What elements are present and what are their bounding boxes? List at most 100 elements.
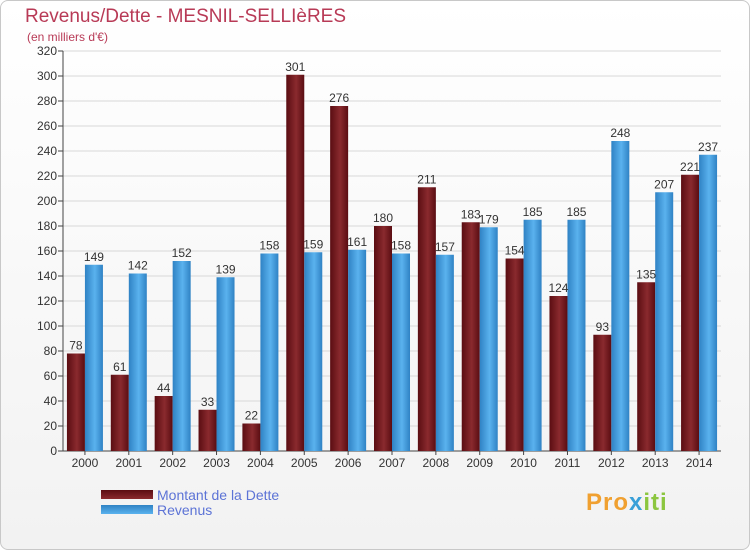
legend-item-revenus: Revenus <box>101 501 279 518</box>
chart-subtitle: (en milliers d'€) <box>27 30 108 44</box>
data-label-dette: 135 <box>636 267 656 281</box>
bar-revenus <box>655 192 674 451</box>
logo-text-part1: Pro <box>586 489 630 516</box>
bar-revenus <box>128 273 147 451</box>
bar-revenus <box>172 261 191 451</box>
bar-dette <box>593 334 612 451</box>
data-label-dette: 93 <box>596 320 610 334</box>
x-tick-label: 2007 <box>379 456 406 470</box>
data-label-dette: 183 <box>461 207 481 221</box>
legend-swatch-dette <box>101 490 153 499</box>
data-label-revenus: 207 <box>654 177 674 191</box>
bar-dette <box>110 374 129 451</box>
y-tick-label: 280 <box>37 94 57 108</box>
data-label-revenus: 158 <box>391 239 411 253</box>
bar-dette <box>66 353 85 451</box>
data-labels: 78 149 61 142 44 152 33 139 22 158 301 159 276 161 180… <box>69 60 718 423</box>
legend-item-dette: Montant de la Dette <box>101 487 279 503</box>
y-tick-label: 0 <box>50 444 57 458</box>
data-label-revenus: 158 <box>259 239 279 253</box>
x-tick-label: 2003 <box>203 456 230 470</box>
bar-dette <box>286 74 305 451</box>
bar-dette <box>198 409 217 451</box>
x-tick-label: 2013 <box>642 456 669 470</box>
data-label-revenus: 179 <box>479 212 499 226</box>
data-label-dette: 301 <box>285 60 305 74</box>
x-tick-label: 2008 <box>423 456 450 470</box>
bar-dette <box>417 187 436 451</box>
data-label-dette: 180 <box>373 211 393 225</box>
y-tick-label: 180 <box>37 219 57 233</box>
y-tick-label: 60 <box>44 369 58 383</box>
data-label-dette: 211 <box>417 172 436 186</box>
data-label-dette: 221 <box>680 160 700 174</box>
bar-dette <box>637 282 656 451</box>
data-label-revenus: 185 <box>523 205 543 219</box>
data-label-dette: 44 <box>157 381 171 395</box>
data-label-dette: 154 <box>505 244 525 258</box>
x-tick-label: 2004 <box>247 456 274 470</box>
data-label-revenus: 237 <box>698 140 718 154</box>
x-tick-label: 2006 <box>335 456 362 470</box>
data-label-dette: 22 <box>245 409 259 423</box>
y-tick-label: 80 <box>44 344 58 358</box>
x-tick-label: 2000 <box>72 456 99 470</box>
y-tick-label: 240 <box>37 144 57 158</box>
bar-revenus <box>348 249 367 451</box>
data-label-revenus: 161 <box>347 235 367 249</box>
data-label-dette: 33 <box>201 395 215 409</box>
data-label-revenus: 159 <box>303 237 323 251</box>
bar-dette <box>681 174 700 451</box>
bar-dette <box>461 222 480 451</box>
data-label-dette: 124 <box>548 281 568 295</box>
logo-text-part2: x <box>629 489 644 516</box>
data-label-revenus: 248 <box>610 126 630 140</box>
y-tick-label: 160 <box>37 244 57 258</box>
data-label-revenus: 185 <box>566 205 586 219</box>
y-tick-label: 100 <box>37 319 57 333</box>
bar-revenus <box>216 277 235 451</box>
bar-revenus <box>479 227 498 451</box>
y-tick-label: 40 <box>44 394 58 408</box>
data-label-revenus: 157 <box>435 240 455 254</box>
x-tick-label: 2002 <box>159 456 186 470</box>
bars <box>66 74 718 451</box>
y-tick-label: 120 <box>37 294 57 308</box>
bar-dette <box>374 226 392 451</box>
axes: 0 20 40 60 80 100 120 140 160 180 200 220 240 260 280 3… <box>37 44 721 470</box>
bar-revenus <box>392 253 410 451</box>
chart-title: Revenus/Dette - MESNIL-SELLIèRES <box>25 6 347 27</box>
bar-dette <box>549 296 568 451</box>
data-label-revenus: 142 <box>128 259 148 273</box>
logo-text-part3: iti <box>643 489 668 516</box>
y-tick-label: 300 <box>37 69 57 83</box>
bar-revenus <box>699 154 718 451</box>
bar-revenus <box>84 264 103 451</box>
x-tick-label: 2014 <box>686 456 713 470</box>
data-label-dette: 276 <box>329 91 349 105</box>
x-tick-label: 2009 <box>466 456 493 470</box>
bar-revenus <box>567 219 586 451</box>
bar-revenus <box>260 253 279 451</box>
bar-revenus <box>304 252 323 451</box>
y-tick-label: 220 <box>37 169 57 183</box>
data-label-dette: 78 <box>69 339 83 353</box>
bar-revenus <box>611 141 630 451</box>
y-tick-label: 260 <box>37 119 57 133</box>
legend-label-revenus: Revenus <box>157 501 213 518</box>
bar-dette <box>154 396 173 451</box>
bar-revenus <box>435 254 454 451</box>
x-tick-label: 2005 <box>291 456 318 470</box>
y-tick-label: 200 <box>37 194 57 208</box>
x-tick-label: 2011 <box>555 456 581 470</box>
x-tick-label: 2010 <box>510 456 537 470</box>
x-tick-label: 2001 <box>115 456 142 470</box>
data-label-revenus: 152 <box>172 246 192 260</box>
data-label-revenus: 139 <box>216 262 236 276</box>
data-label-dette: 61 <box>113 360 127 374</box>
bar-dette <box>505 258 524 451</box>
proxiti-logo: Proxiti <box>586 489 668 517</box>
x-tick-label: 2012 <box>598 456 625 470</box>
